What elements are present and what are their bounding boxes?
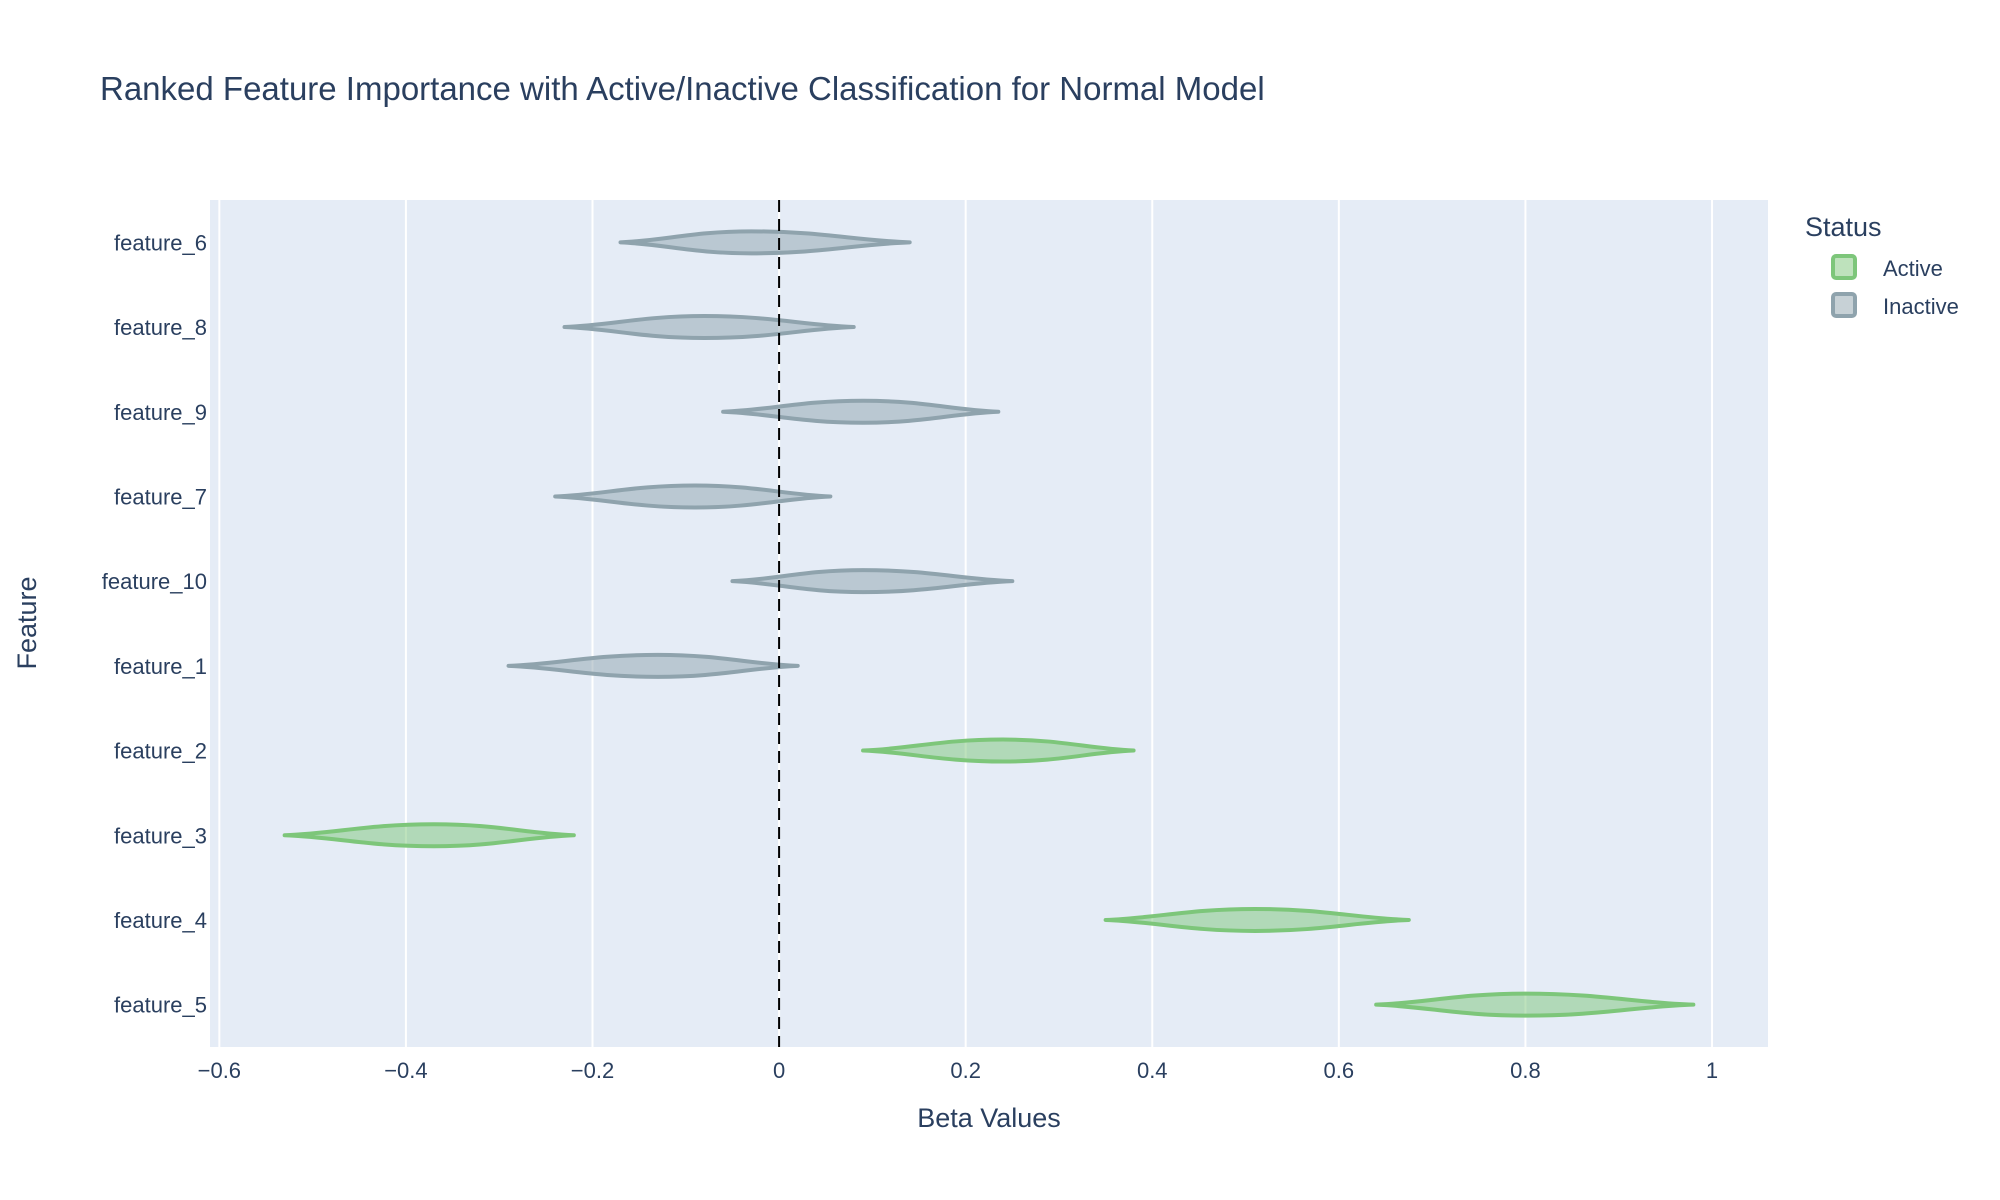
x-tick-label: −0.2 [571,1058,614,1083]
violin-feature_3 [282,822,576,849]
violin-feature_2 [861,737,1136,764]
x-tick-label: 0.4 [1137,1058,1168,1083]
legend-title: Status [1805,212,1882,242]
violin-feature_6 [618,229,912,256]
x-tick-label: 0 [773,1058,785,1083]
violin-feature_10 [730,568,1015,595]
violin-feature_4 [1103,906,1411,933]
x-tick-label: −0.6 [198,1058,241,1083]
y-tick-label: feature_5 [114,993,207,1018]
y-tick-label: feature_2 [114,739,207,764]
y-tick-label: feature_3 [114,823,207,848]
violin-feature_5 [1374,991,1696,1018]
y-tick-label: feature_1 [114,654,207,679]
y-tick-label: feature_7 [114,484,207,509]
legend-swatch-active[interactable] [1831,254,1857,280]
y-tick-label: feature_4 [114,908,207,933]
legend-swatch-inactive[interactable] [1831,292,1857,318]
x-tick-label: 0.2 [950,1058,981,1083]
legend-label-active[interactable]: Active [1883,256,1943,281]
violin-feature_9 [721,398,1001,425]
x-axis-ticks: −0.6 −0.4 −0.2 0 0.2 0.4 0.6 0.8 1 [198,1058,1719,1083]
violin-feature_1 [506,652,800,679]
y-axis-label: Feature [12,576,42,669]
plot-area [210,200,1768,1047]
legend: Status Active Inactive [1805,212,1959,319]
x-tick-label: 0.8 [1510,1058,1541,1083]
y-tick-label: feature_8 [114,315,207,340]
chart-title: Ranked Feature Importance with Active/In… [100,70,1265,107]
x-axis-label: Beta Values [917,1103,1061,1133]
legend-label-inactive[interactable]: Inactive [1883,294,1959,319]
violin-feature_7 [553,483,833,510]
violin-feature_8 [562,314,856,341]
x-tick-label: 1 [1706,1058,1718,1083]
y-tick-label: feature_10 [102,569,207,594]
x-tick-label: 0.6 [1324,1058,1355,1083]
y-tick-label: feature_9 [114,400,207,425]
y-tick-label: feature_6 [114,230,207,255]
x-tick-label: −0.4 [384,1058,427,1083]
violins [282,229,1696,1018]
y-axis-ticks: feature_6 feature_8 feature_9 feature_7feat… [102,230,207,1017]
